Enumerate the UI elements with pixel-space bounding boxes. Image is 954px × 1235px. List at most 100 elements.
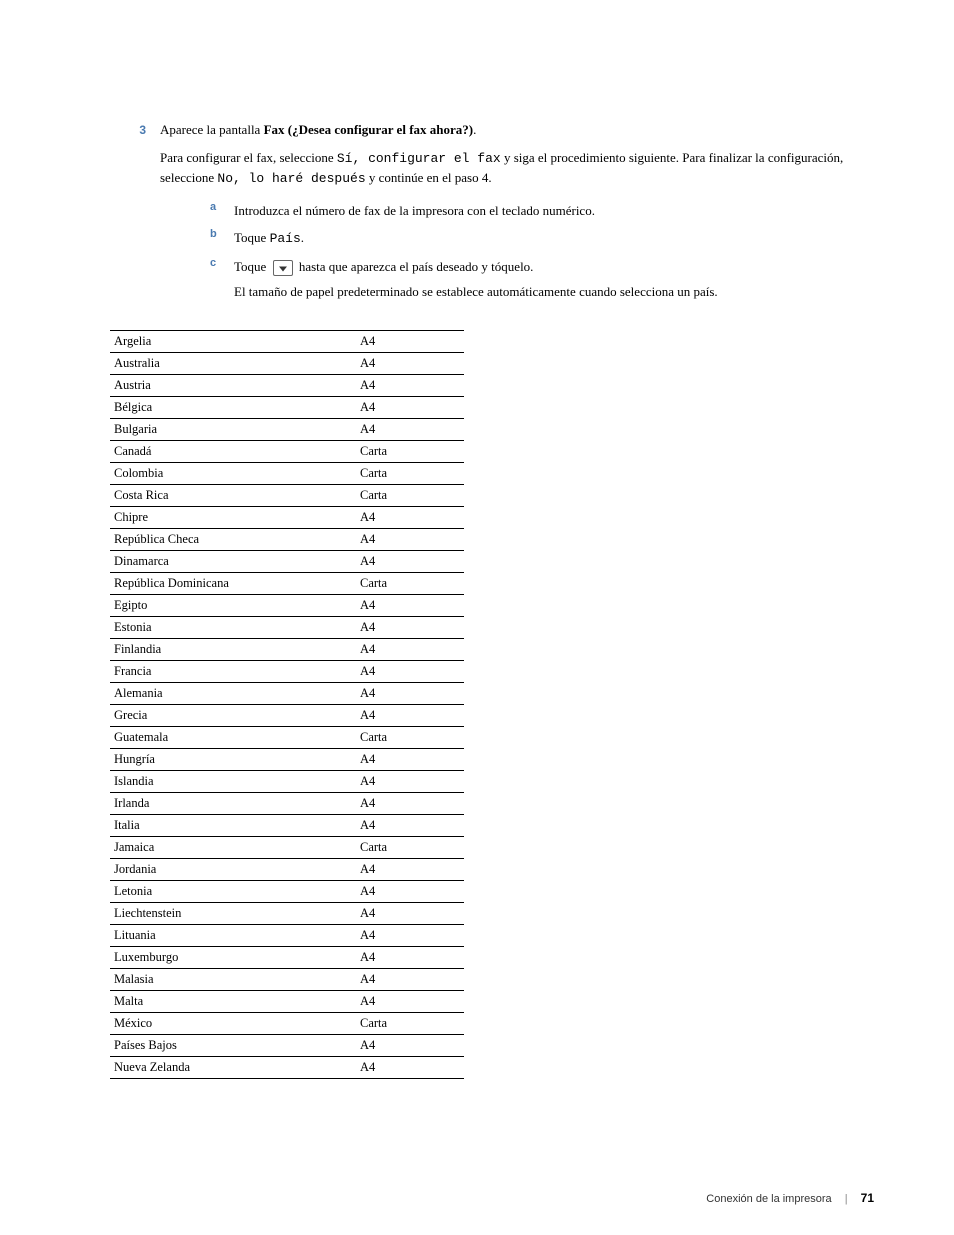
text-mono: No, lo haré después	[217, 171, 365, 186]
table-row: EstoniaA4	[110, 616, 464, 638]
text: .	[301, 230, 304, 245]
table-row: ColombiaCarta	[110, 462, 464, 484]
table-row: MéxicoCarta	[110, 1012, 464, 1034]
country-cell: Bulgaria	[110, 418, 356, 440]
paper-cell: Carta	[356, 440, 464, 462]
table-row: ArgeliaA4	[110, 330, 464, 352]
paper-cell: A4	[356, 924, 464, 946]
country-cell: Países Bajos	[110, 1034, 356, 1056]
paper-cell: A4	[356, 550, 464, 572]
paper-cell: A4	[356, 990, 464, 1012]
step-line-2: Para configurar el fax, seleccione Sí, c…	[160, 148, 874, 189]
country-cell: México	[110, 1012, 356, 1034]
table-row: MaltaA4	[110, 990, 464, 1012]
country-cell: Letonia	[110, 880, 356, 902]
country-paper-table: ArgeliaA4AustraliaA4AustriaA4BélgicaA4Bu…	[110, 330, 464, 1079]
paper-cell: A4	[356, 506, 464, 528]
paper-cell: A4	[356, 704, 464, 726]
table-row: BulgariaA4	[110, 418, 464, 440]
table-row: IslandiaA4	[110, 770, 464, 792]
country-cell: Guatemala	[110, 726, 356, 748]
step-3: 3 Aparece la pantalla Fax (¿Desea config…	[110, 120, 874, 310]
table-row: ChipreA4	[110, 506, 464, 528]
paper-cell: A4	[356, 968, 464, 990]
table-row: LituaniaA4	[110, 924, 464, 946]
substep-b: b Toque País.	[210, 228, 874, 249]
table-row: BélgicaA4	[110, 396, 464, 418]
country-cell: Austria	[110, 374, 356, 396]
table-row: FinlandiaA4	[110, 638, 464, 660]
text: Toque	[234, 259, 270, 274]
country-cell: Colombia	[110, 462, 356, 484]
paper-cell: A4	[356, 858, 464, 880]
country-cell: Jamaica	[110, 836, 356, 858]
paper-cell: A4	[356, 748, 464, 770]
substep-body: Toque País.	[234, 228, 874, 249]
substep-label: b	[210, 228, 234, 240]
page-content: 3 Aparece la pantalla Fax (¿Desea config…	[0, 0, 954, 1079]
paper-cell: Carta	[356, 1012, 464, 1034]
country-cell: Italia	[110, 814, 356, 836]
text: .	[473, 122, 476, 137]
paper-cell: A4	[356, 770, 464, 792]
text: hasta que aparezca el país deseado y tóq…	[296, 259, 534, 274]
country-cell: Lituania	[110, 924, 356, 946]
table-row: EgiptoA4	[110, 594, 464, 616]
country-cell: Hungría	[110, 748, 356, 770]
country-cell: República Dominicana	[110, 572, 356, 594]
paper-cell: A4	[356, 814, 464, 836]
table-row: Nueva ZelandaA4	[110, 1056, 464, 1078]
text-mono: Sí, configurar el fax	[337, 151, 501, 166]
paper-cell: A4	[356, 616, 464, 638]
table-row: GreciaA4	[110, 704, 464, 726]
paper-cell: A4	[356, 1034, 464, 1056]
country-cell: Luxemburgo	[110, 946, 356, 968]
table-row: JordaniaA4	[110, 858, 464, 880]
paper-cell: A4	[356, 792, 464, 814]
step-number: 3	[110, 123, 160, 137]
table-row: AlemaniaA4	[110, 682, 464, 704]
paper-cell: A4	[356, 352, 464, 374]
substep-note: El tamaño de papel predeterminado se est…	[234, 282, 874, 302]
step-line-1: Aparece la pantalla Fax (¿Desea configur…	[160, 120, 874, 140]
paper-cell: A4	[356, 682, 464, 704]
country-cell: Canadá	[110, 440, 356, 462]
substep-a: a Introduzca el número de fax de la impr…	[210, 201, 874, 221]
table-row: LetoniaA4	[110, 880, 464, 902]
country-cell: Bélgica	[110, 396, 356, 418]
text: Toque	[234, 230, 270, 245]
paper-cell: A4	[356, 660, 464, 682]
table-row: LiechtensteinA4	[110, 902, 464, 924]
country-cell: Islandia	[110, 770, 356, 792]
text: y continúe en el paso 4.	[366, 170, 492, 185]
paper-cell: A4	[356, 638, 464, 660]
table-row: GuatemalaCarta	[110, 726, 464, 748]
text-bold: Fax (¿Desea configurar el fax ahora?)	[264, 122, 474, 137]
table-row: MalasiaA4	[110, 968, 464, 990]
table-row: ItaliaA4	[110, 814, 464, 836]
table-row: DinamarcaA4	[110, 550, 464, 572]
table-row: CanadáCarta	[110, 440, 464, 462]
country-cell: Liechtenstein	[110, 902, 356, 924]
table-row: Países BajosA4	[110, 1034, 464, 1056]
paper-cell: Carta	[356, 836, 464, 858]
text-mono: País	[270, 231, 301, 246]
table-row: AustraliaA4	[110, 352, 464, 374]
table-row: FranciaA4	[110, 660, 464, 682]
table-row: JamaicaCarta	[110, 836, 464, 858]
substeps: a Introduzca el número de fax de la impr…	[210, 201, 874, 302]
table-row: República ChecaA4	[110, 528, 464, 550]
substep-label: a	[210, 201, 234, 213]
paper-cell: A4	[356, 418, 464, 440]
country-cell: Irlanda	[110, 792, 356, 814]
table-row: AustriaA4	[110, 374, 464, 396]
footer-separator: |	[845, 1193, 848, 1205]
country-cell: Jordania	[110, 858, 356, 880]
country-cell: Australia	[110, 352, 356, 374]
paper-cell: A4	[356, 946, 464, 968]
country-cell: Costa Rica	[110, 484, 356, 506]
country-cell: Chipre	[110, 506, 356, 528]
paper-cell: Carta	[356, 462, 464, 484]
table-body: ArgeliaA4AustraliaA4AustriaA4BélgicaA4Bu…	[110, 330, 464, 1078]
paper-cell: A4	[356, 330, 464, 352]
